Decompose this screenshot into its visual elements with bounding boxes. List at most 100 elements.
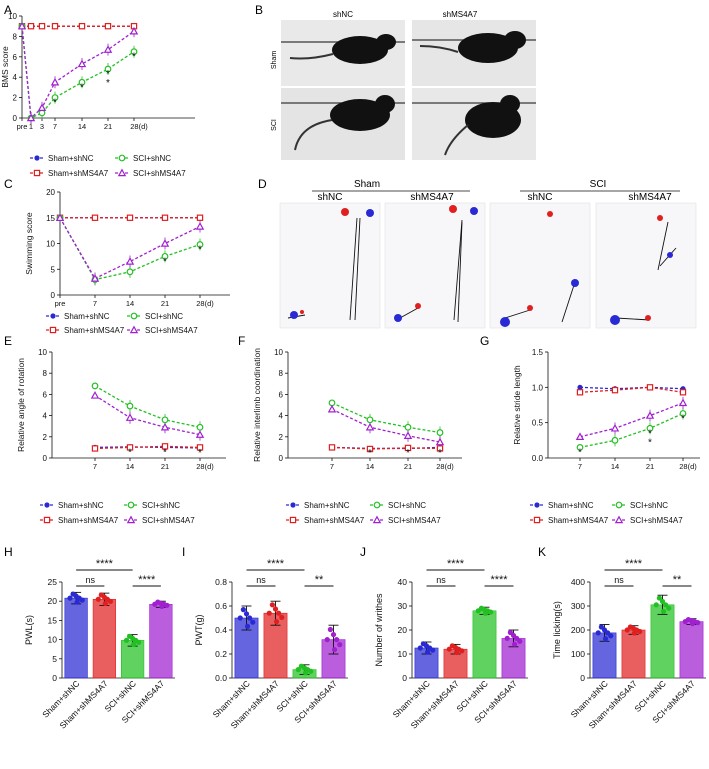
data-point [195, 430, 205, 438]
data-point [77, 59, 87, 68]
data-dot [630, 625, 637, 632]
data-point [50, 77, 60, 86]
panel-letter-A: A [4, 3, 12, 17]
data-point [328, 444, 336, 451]
y-tick-label: 0.5 [532, 419, 544, 428]
legend-label: SCI+shMS4A7 [630, 516, 683, 525]
legend-marker [49, 326, 57, 334]
y-tick-label: 15 [46, 214, 55, 223]
x-tick-label: 14 [126, 299, 134, 308]
series-line [94, 445, 201, 450]
y-tick-label: 4 [13, 73, 18, 82]
legend-marker [290, 502, 296, 508]
data-dot [656, 595, 662, 601]
data-dot [631, 630, 638, 636]
x-tick-label: 3 [40, 122, 44, 131]
significance-star: * [163, 256, 167, 267]
significance-star: * [648, 428, 652, 439]
footprint-grid-d: Sham SCI shNC shMS4A7 shNC shMS4A7 [279, 179, 697, 329]
series-line [579, 386, 684, 393]
significance-star: * [80, 82, 84, 93]
y-tick-label: 300 [571, 601, 585, 611]
x-tick-label: 21 [104, 122, 112, 131]
data-dot [337, 642, 343, 648]
significance-star: * [681, 413, 685, 424]
data-point [78, 23, 86, 30]
data-point [126, 214, 134, 221]
y-axis-label: Time licking(s) [552, 601, 562, 659]
legend-marker [44, 502, 50, 508]
significance-label: ns [436, 575, 446, 585]
data-point [435, 437, 445, 446]
y-tick-label: 0 [402, 673, 407, 683]
data-dot [123, 637, 130, 643]
data-dot [446, 646, 452, 652]
legend-marker [118, 154, 126, 162]
data-point [679, 410, 687, 417]
y-tick-label: 30 [398, 601, 408, 611]
data-dot [324, 637, 330, 643]
series-line [331, 402, 441, 434]
data-point [610, 423, 620, 432]
photo-b-col-label: shNC [333, 10, 353, 19]
legend-label: SCI+shMS4A7 [388, 516, 441, 525]
x-tick-label: 21 [646, 462, 654, 471]
legend-label: SCI+shMS4A7 [142, 516, 195, 525]
y-axis-label: BMS score [0, 46, 10, 88]
x-tick-label: 7 [330, 462, 334, 471]
x-tick-label: 21 [161, 462, 169, 471]
data-point [91, 214, 99, 221]
data-point [104, 65, 112, 73]
x-tick-label: 28(d) [436, 462, 454, 471]
significance-label: ** [315, 574, 324, 586]
data-point [78, 78, 86, 86]
bar [472, 610, 497, 679]
data-point [196, 423, 204, 431]
data-dot [659, 598, 666, 605]
data-dot [240, 607, 246, 613]
legend-label: Sham+shNC [548, 501, 594, 510]
data-point [104, 23, 112, 30]
footprint-panel [384, 202, 486, 329]
x-tick-label: 14 [126, 462, 134, 471]
mouse-photo [412, 95, 536, 156]
photo-d-col-label: shMS4A7 [410, 192, 454, 203]
data-point [160, 239, 170, 247]
y-tick-label: 20 [46, 188, 55, 197]
data-point [90, 391, 100, 399]
legend-label: SCI+shNC [133, 154, 171, 163]
y-tick-label: 0 [52, 673, 57, 683]
chart-K [587, 569, 706, 679]
x-tick-label: 14 [611, 462, 619, 471]
data-point [103, 45, 113, 53]
legend-label: Sham+shNC [304, 501, 350, 510]
panel-letter-D: D [258, 177, 267, 191]
y-tick-label: 10 [8, 12, 17, 21]
significance-label: ** [673, 574, 682, 586]
legend-marker [534, 502, 540, 508]
y-tick-label: 8 [279, 369, 284, 378]
data-point [577, 384, 583, 390]
data-point [436, 445, 444, 452]
x-tick-label: 7 [578, 462, 582, 471]
data-dot [504, 635, 510, 642]
x-tick-label: pre [55, 299, 66, 308]
legend-marker [34, 155, 40, 161]
data-dot [102, 600, 108, 607]
data-point [161, 416, 169, 424]
data-dot [272, 606, 279, 612]
data-dot [67, 595, 73, 601]
y-tick-label: 0 [13, 114, 18, 123]
y-axis-label: Swimming score [24, 212, 34, 275]
photo-b-col-label: shMS4A7 [443, 10, 478, 19]
data-point [366, 445, 374, 453]
x-tick-label: 7 [53, 122, 57, 131]
legend-marker [130, 312, 138, 320]
significance-label: **** [625, 558, 643, 570]
legend-marker [43, 516, 51, 524]
y-tick-label: 6 [13, 53, 18, 62]
data-dot [273, 619, 280, 625]
data-dot [601, 627, 608, 633]
x-tick-label: 28(d) [130, 122, 148, 131]
legend-marker [373, 501, 381, 509]
